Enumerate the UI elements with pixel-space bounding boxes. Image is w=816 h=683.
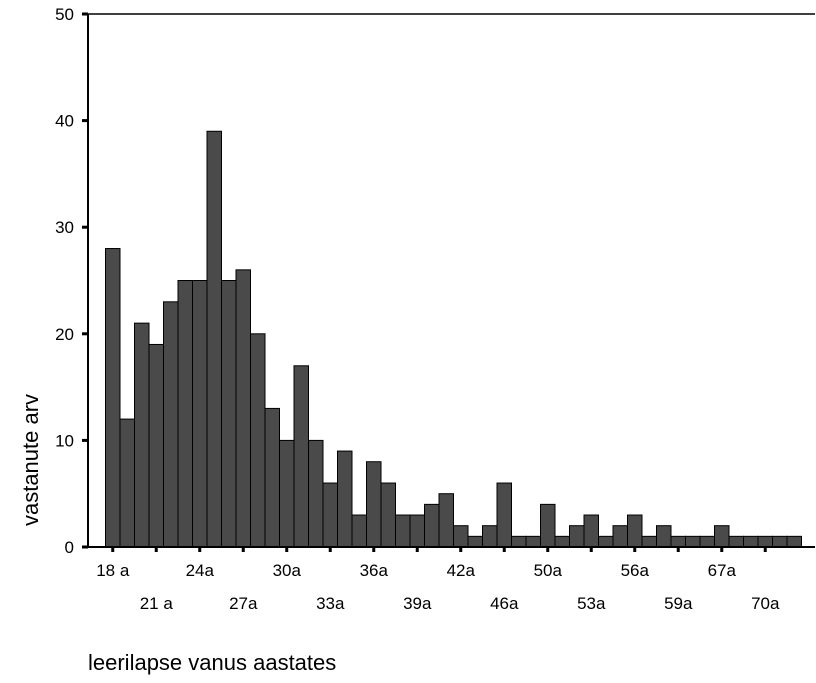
bar xyxy=(105,248,121,548)
bar xyxy=(554,535,570,548)
bar xyxy=(467,535,483,548)
bar xyxy=(163,301,179,548)
bar xyxy=(438,493,454,548)
bar xyxy=(148,343,164,548)
y-tick-label: 30 xyxy=(55,218,74,237)
x-tick-label: 24a xyxy=(186,561,215,580)
bar xyxy=(395,514,411,548)
bar xyxy=(250,333,266,548)
y-tick-label: 50 xyxy=(55,5,74,24)
y-ticks-group: 0 10 20 30 40 50 xyxy=(55,5,88,557)
bar xyxy=(409,514,425,548)
bar xyxy=(670,535,686,548)
bar xyxy=(279,439,295,548)
bar xyxy=(714,525,730,548)
bar xyxy=(235,269,251,548)
bar xyxy=(366,461,382,548)
bar xyxy=(351,514,367,548)
bar xyxy=(728,535,744,548)
bar xyxy=(641,535,657,548)
bar xyxy=(496,482,512,548)
bar xyxy=(627,514,643,548)
x-tick-label: 59a xyxy=(664,594,693,613)
bar xyxy=(540,503,556,548)
x-tick-label: 33a xyxy=(316,594,345,613)
bar xyxy=(134,322,150,548)
bar xyxy=(685,535,701,548)
x-tick-label: 30a xyxy=(273,561,302,580)
bar xyxy=(337,450,353,548)
bar xyxy=(424,503,440,548)
y-tick-label: 10 xyxy=(55,431,74,450)
x-tick-label: 50a xyxy=(534,561,563,580)
bar xyxy=(264,407,280,548)
bar xyxy=(380,482,396,548)
x-tick-label: 67a xyxy=(708,561,737,580)
bar xyxy=(206,130,222,548)
x-tick-label: 39a xyxy=(403,594,432,613)
x-tick-label: 18 a xyxy=(96,561,130,580)
bar xyxy=(612,525,628,548)
bar xyxy=(322,482,338,548)
bar xyxy=(119,418,135,548)
bar xyxy=(293,365,309,548)
bar xyxy=(482,525,498,548)
bar xyxy=(772,535,788,548)
bar xyxy=(583,514,599,548)
bar xyxy=(525,535,541,548)
bar xyxy=(699,535,715,548)
bar xyxy=(656,525,672,548)
x-tick-label: 27a xyxy=(229,594,258,613)
y-axis-label: vastanute arv xyxy=(18,394,43,526)
bar xyxy=(308,439,324,548)
x-tick-label: 36a xyxy=(360,561,389,580)
bar xyxy=(177,280,193,548)
y-tick-label: 0 xyxy=(65,538,74,557)
x-axis-label: leerilapse vanus aastates xyxy=(88,650,336,675)
x-tick-label: 70a xyxy=(751,594,780,613)
x-tick-label: 42a xyxy=(447,561,476,580)
bar xyxy=(786,535,802,548)
y-tick-label: 40 xyxy=(55,112,74,131)
bar xyxy=(569,525,585,548)
x-ticks-group: 18 a 24a 30a 36a 42a 50a 56a 67a 21 a 27a 33a 39a 46… xyxy=(96,547,780,613)
bar xyxy=(511,535,527,548)
y-tick-label: 20 xyxy=(55,325,74,344)
bars-group xyxy=(105,130,802,548)
bar xyxy=(743,535,759,548)
bar xyxy=(221,280,237,548)
x-tick-label: 56a xyxy=(621,561,650,580)
bar xyxy=(192,280,208,548)
x-tick-label: 53a xyxy=(577,594,606,613)
x-tick-label: 46a xyxy=(490,594,519,613)
bar xyxy=(453,525,469,548)
bar xyxy=(757,535,773,548)
bar xyxy=(598,535,614,548)
axes-group xyxy=(87,13,815,548)
x-tick-label: 21 a xyxy=(140,594,174,613)
